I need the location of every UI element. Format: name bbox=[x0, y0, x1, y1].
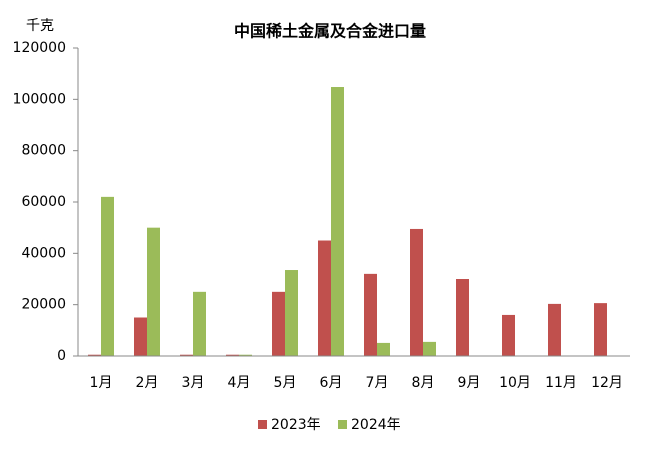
bar bbox=[423, 341, 436, 356]
x-tick-label: 6月 bbox=[320, 375, 343, 391]
bar bbox=[193, 291, 206, 356]
y-tick-label: 0 bbox=[57, 348, 66, 364]
y-tick-label: 120000 bbox=[13, 40, 66, 56]
x-tick-label: 3月 bbox=[182, 375, 205, 391]
bar bbox=[285, 270, 298, 356]
x-tick-label: 1月 bbox=[90, 375, 113, 391]
legend-label: 2023年 bbox=[271, 417, 321, 433]
bar bbox=[548, 303, 561, 356]
bar bbox=[101, 196, 114, 356]
x-tick-label: 11月 bbox=[545, 375, 577, 391]
bar bbox=[147, 227, 160, 356]
y-tick-label: 100000 bbox=[13, 91, 66, 107]
bar bbox=[88, 354, 101, 356]
bar bbox=[594, 303, 607, 356]
bar bbox=[377, 342, 390, 356]
bar bbox=[502, 314, 515, 356]
y-tick-label: 80000 bbox=[21, 143, 66, 159]
bar bbox=[364, 273, 377, 356]
bar bbox=[410, 228, 423, 356]
bar bbox=[239, 354, 252, 356]
x-tick-label: 12月 bbox=[591, 375, 623, 391]
bar bbox=[456, 279, 469, 356]
x-tick-label: 8月 bbox=[412, 375, 435, 391]
x-tick-label: 5月 bbox=[274, 375, 297, 391]
x-tick-label: 10月 bbox=[499, 375, 531, 391]
y-tick-label: 40000 bbox=[21, 245, 66, 261]
x-tick-label: 9月 bbox=[458, 375, 481, 391]
y-tick-label: 20000 bbox=[21, 297, 66, 313]
bar bbox=[134, 317, 147, 356]
x-tick-label: 2月 bbox=[136, 375, 159, 391]
x-tick-label: 7月 bbox=[366, 375, 389, 391]
y-tick-label: 60000 bbox=[21, 194, 66, 210]
bar bbox=[318, 240, 331, 356]
bar bbox=[180, 354, 193, 356]
bar bbox=[331, 87, 344, 356]
x-tick-label: 4月 bbox=[228, 375, 251, 391]
y-axis-label: 千克 bbox=[26, 18, 54, 34]
legend-swatch bbox=[338, 420, 347, 429]
bar bbox=[272, 291, 285, 356]
legend-swatch bbox=[258, 420, 267, 429]
legend-label: 2024年 bbox=[351, 417, 401, 433]
bar bbox=[226, 354, 239, 356]
chart-title: 中国稀土金属及合金进口量 bbox=[234, 22, 426, 41]
